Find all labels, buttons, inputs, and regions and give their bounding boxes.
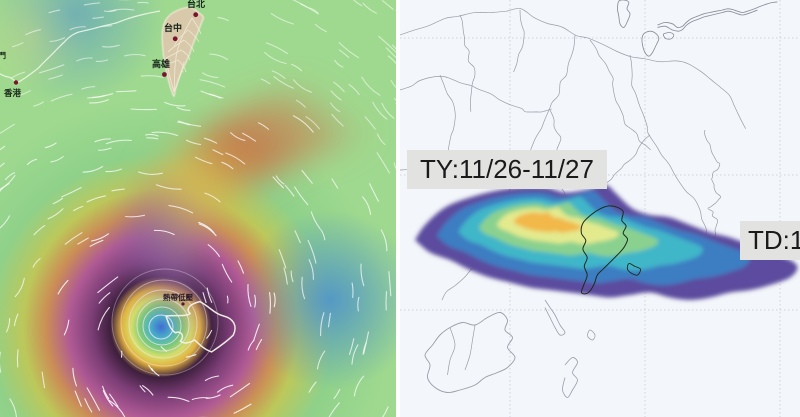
svg-text:台北: 台北 [187, 0, 205, 9]
svg-text:TY:11/26-11/27: TY:11/26-11/27 [420, 154, 594, 184]
svg-text:香港: 香港 [3, 88, 22, 98]
svg-text:澳門: 澳門 [0, 50, 6, 60]
svg-text:台中: 台中 [164, 22, 182, 33]
svg-text:高雄: 高雄 [152, 58, 170, 69]
svg-text:熱帶低壓: 熱帶低壓 [163, 292, 193, 302]
svg-text:TD:1: TD:1 [748, 225, 800, 255]
